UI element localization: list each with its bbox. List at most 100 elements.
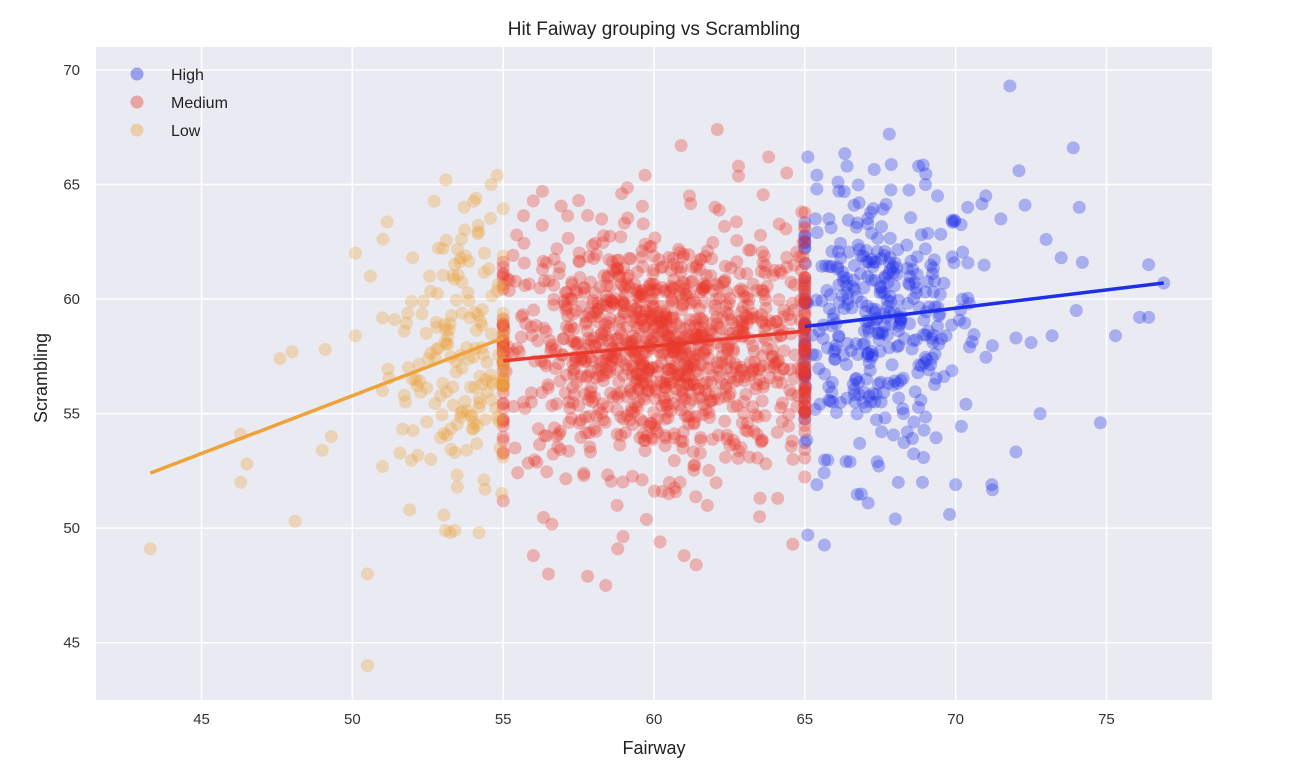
- scatter-point: [645, 277, 659, 291]
- scatter-point: [589, 424, 603, 438]
- scatter-point: [825, 385, 839, 399]
- scatter-point: [711, 279, 725, 293]
- scatter-point: [587, 251, 601, 265]
- scatter-point: [588, 338, 602, 352]
- scatter-point: [816, 332, 830, 346]
- scatter-point: [682, 248, 696, 262]
- scatter-point: [721, 344, 735, 358]
- scatter-point: [626, 314, 640, 328]
- scatter-point: [872, 333, 886, 347]
- scatter-point: [424, 452, 438, 466]
- scatter-point: [429, 315, 443, 329]
- scatter-point: [611, 331, 625, 345]
- scatter-point: [722, 389, 736, 403]
- scatter-point: [798, 256, 812, 270]
- scatter-point: [638, 444, 652, 458]
- scatter-point: [798, 234, 812, 248]
- scatter-point: [685, 260, 699, 274]
- scatter-point: [932, 309, 946, 323]
- scatter-point: [794, 363, 808, 377]
- scatter-point: [888, 374, 902, 388]
- scatter-point: [673, 475, 687, 489]
- scatter-point: [652, 330, 666, 344]
- scatter-point: [943, 507, 957, 521]
- scatter-point: [388, 313, 402, 327]
- scatter-point: [430, 320, 444, 334]
- scatter-point: [496, 355, 510, 369]
- scatter-point: [798, 229, 812, 243]
- scatter-point: [826, 395, 840, 409]
- scatter-point: [581, 569, 595, 583]
- scatter-point: [724, 261, 738, 275]
- scatter-point: [458, 223, 472, 237]
- scatter-point: [871, 326, 885, 340]
- scatter-point: [550, 242, 564, 256]
- scatter-point: [879, 197, 893, 211]
- scatter-point: [705, 252, 719, 266]
- scatter-point: [620, 181, 634, 195]
- scatter-point: [850, 487, 864, 501]
- scatter-point: [787, 258, 801, 272]
- scatter-point: [578, 355, 592, 369]
- scatter-point: [684, 275, 698, 289]
- scatter-point: [496, 313, 510, 327]
- scatter-point: [852, 388, 866, 402]
- scatter-point: [579, 426, 593, 440]
- scatter-point: [808, 402, 822, 416]
- scatter-point: [641, 315, 655, 329]
- scatter-point: [496, 202, 510, 216]
- scatter-point: [697, 358, 711, 372]
- scatter-point: [636, 427, 650, 441]
- scatter-point: [537, 274, 551, 288]
- x-tick-label: 45: [193, 711, 210, 728]
- scatter-point: [857, 281, 871, 295]
- scatter-point: [636, 359, 650, 373]
- legend-label: Medium: [171, 95, 228, 112]
- scatter-point: [664, 263, 678, 277]
- scatter-point: [608, 292, 622, 306]
- scatter-point: [416, 294, 430, 308]
- scatter-point: [650, 425, 664, 439]
- scatter-point: [611, 262, 625, 276]
- scatter-point: [786, 537, 800, 551]
- scatter-point: [632, 394, 646, 408]
- scatter-point: [702, 352, 716, 366]
- scatter-point: [902, 317, 916, 331]
- scatter-point: [684, 346, 698, 360]
- scatter-point: [496, 319, 510, 333]
- scatter-point: [848, 388, 862, 402]
- scatter-point: [781, 308, 795, 322]
- x-tick-label: 70: [947, 711, 964, 728]
- scatter-point: [1033, 407, 1047, 421]
- scatter-point: [866, 260, 880, 274]
- scatter-point: [604, 386, 618, 400]
- scatter-point: [471, 225, 485, 239]
- scatter-point: [662, 476, 676, 490]
- scatter-point: [568, 335, 582, 349]
- scatter-point: [722, 339, 736, 353]
- scatter-point: [917, 450, 931, 464]
- scatter-point: [891, 293, 905, 307]
- scatter-point: [715, 349, 729, 363]
- scatter-point: [605, 353, 619, 367]
- series-high: [798, 79, 1171, 552]
- scatter-point: [779, 222, 793, 236]
- scatter-point: [975, 197, 989, 211]
- scatter-point: [437, 508, 451, 522]
- scatter-point: [405, 453, 419, 467]
- scatter-point: [888, 256, 902, 270]
- scatter-point: [735, 363, 749, 377]
- scatter-point: [914, 393, 928, 407]
- scatter-point: [689, 261, 703, 275]
- scatter-point: [688, 352, 702, 366]
- scatter-point: [754, 435, 768, 449]
- scatter-point: [708, 200, 722, 214]
- scatter-point: [723, 371, 737, 385]
- scatter-point: [937, 369, 951, 383]
- scatter-point: [798, 365, 812, 379]
- scatter-point: [669, 329, 683, 343]
- scatter-point: [756, 349, 770, 363]
- scatter-point: [737, 395, 751, 409]
- scatter-point: [812, 324, 826, 338]
- scatter-point: [595, 333, 609, 347]
